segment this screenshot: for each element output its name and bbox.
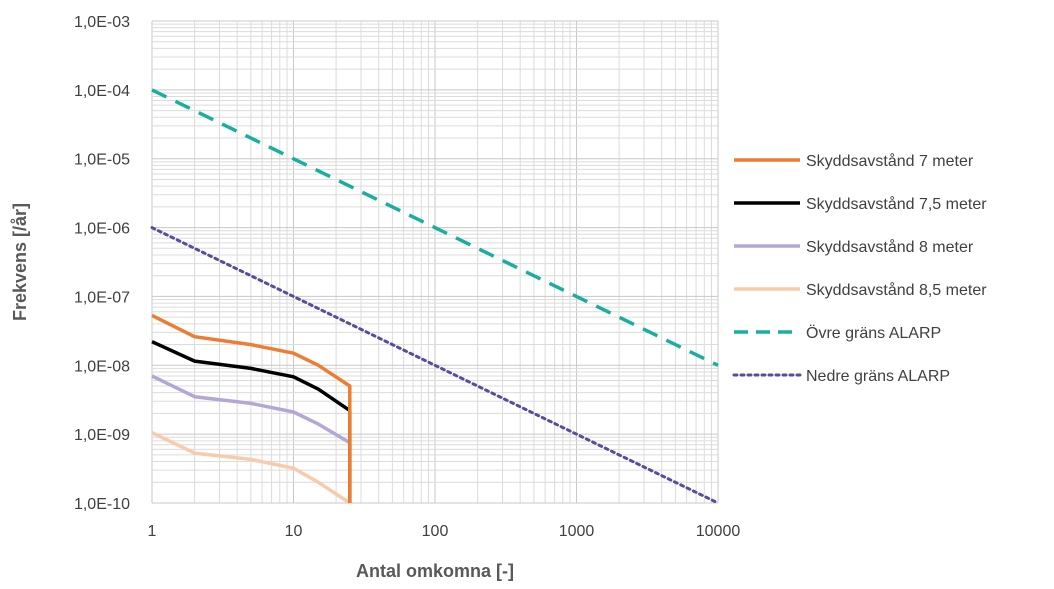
legend-label-1: Skyddsavstånd 7 meter: [806, 152, 974, 170]
legend-label-5: Övre gräns ALARP: [806, 324, 941, 342]
y-tick-label: 1,0E-06: [74, 221, 130, 238]
y-axis-title: Frekvens [/år]: [10, 203, 30, 321]
y-tick-label: 1,0E-10: [74, 496, 130, 513]
series-layer: [150, 88, 720, 505]
series-line-5: [151, 88, 719, 367]
x-tick-label: 100: [422, 523, 449, 540]
y-tick-label: 1,0E-05: [74, 152, 130, 169]
x-tick-label: 10000: [696, 523, 741, 540]
legend-label-2: Skyddsavstånd 7,5 meter: [806, 195, 987, 213]
legend: Skyddsavstånd 7 meter Skyddsavstånd 7,5 m…: [732, 152, 987, 385]
legend-label-6: Nedre gräns ALARP: [806, 368, 950, 385]
tick-labels: 1,0E-10 1,0E-09 1,0E-08 1,0E-07 1,0E-06 1,0E-…: [74, 14, 740, 540]
legend-label-4: Skyddsavstånd 8,5 meter: [806, 281, 987, 299]
x-tick-label: 1000: [559, 523, 595, 540]
x-tick-label: 1: [148, 523, 157, 540]
x-axis-title: Antal omkomna [-]: [356, 561, 514, 581]
grid: [151, 20, 719, 504]
y-tick-label: 1,0E-07: [74, 289, 130, 306]
legend-label-3: Skyddsavstånd 8 meter: [806, 238, 974, 256]
series-line-4: [151, 431, 351, 505]
y-tick-label: 1,0E-04: [74, 83, 130, 100]
y-tick-label: 1,0E-09: [74, 427, 130, 444]
y-tick-label: 1,0E-03: [74, 14, 130, 31]
x-tick-label: 10: [285, 523, 303, 540]
series-line-6: [150, 226, 720, 505]
y-tick-label: 1,0E-08: [74, 358, 130, 375]
series-line-1: [151, 313, 352, 503]
